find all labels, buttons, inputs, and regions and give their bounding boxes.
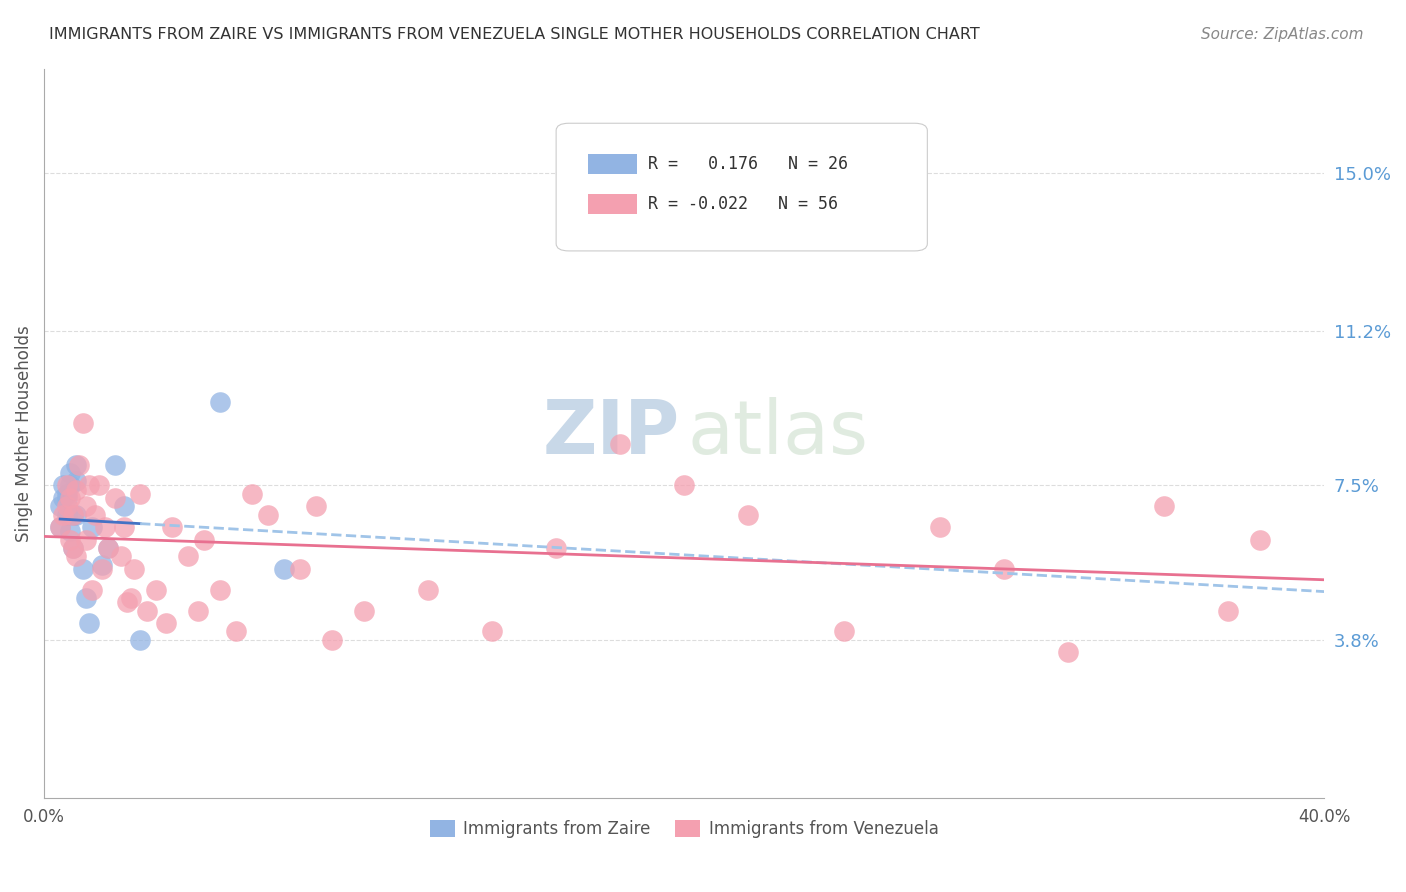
Point [52,491,75,505]
Point [155,615,177,630]
Point [67,458,90,472]
Legend: Immigrants from Zaire, Immigrants from Venezuela: Immigrants from Zaire, Immigrants from V… [423,813,945,845]
Point [103,491,125,505]
Point [993,562,1015,576]
Point [112,500,135,514]
Point [737,508,759,522]
Point [209,582,232,597]
Point [59,478,82,492]
Point [135,603,157,617]
Point [1249,533,1271,547]
Point [49,500,72,514]
Point [82,582,104,597]
Point [52,478,75,492]
Point [49,520,72,534]
Point [59,524,82,539]
Point [481,624,503,639]
Point [103,458,125,472]
Point [55,478,77,492]
Point [288,562,311,576]
Point [97,541,120,555]
Point [240,487,263,501]
Point [97,541,120,555]
Point [62,508,84,522]
Point [832,624,855,639]
Point [1057,645,1080,659]
Point [90,558,112,572]
Point [55,487,77,501]
Point [321,632,343,647]
Point [609,436,631,450]
Point [55,500,77,514]
Point [65,475,87,489]
Text: Source: ZipAtlas.com: Source: ZipAtlas.com [1201,27,1364,42]
Text: R = -0.022   N = 56: R = -0.022 N = 56 [648,195,838,213]
Point [177,549,200,564]
Bar [588,194,637,214]
Point [62,541,84,555]
Point [82,520,104,534]
Point [62,508,84,522]
Point [353,603,375,617]
Point [62,541,84,555]
FancyBboxPatch shape [557,123,928,251]
Point [160,520,183,534]
Point [65,458,87,472]
Point [305,500,328,514]
Y-axis label: Single Mother Households: Single Mother Households [15,325,32,541]
Point [65,483,87,497]
Point [145,582,167,597]
Point [546,541,568,555]
Text: IMMIGRANTS FROM ZAIRE VS IMMIGRANTS FROM VENEZUELA SINGLE MOTHER HOUSEHOLDS CORR: IMMIGRANTS FROM ZAIRE VS IMMIGRANTS FROM… [49,27,980,42]
Text: R =   0.176   N = 26: R = 0.176 N = 26 [648,155,848,173]
Point [75,500,97,514]
Point [84,508,107,522]
Point [77,478,100,492]
Point [129,632,152,647]
Point [112,520,135,534]
Point [110,549,132,564]
Point [55,491,77,505]
Point [59,466,82,480]
Point [52,508,75,522]
Point [75,591,97,605]
Point [122,562,145,576]
Point [87,478,110,492]
Point [59,533,82,547]
Point [187,603,209,617]
Point [416,582,439,597]
Point [72,562,94,576]
Point [257,508,280,522]
Point [673,478,696,492]
Point [120,591,142,605]
Point [117,595,139,609]
Point [75,533,97,547]
Point [59,491,82,505]
Point [193,533,215,547]
Point [49,520,72,534]
Point [209,395,232,409]
Point [77,615,100,630]
Point [273,562,295,576]
Point [65,508,87,522]
Point [929,520,952,534]
Point [94,520,117,534]
Point [225,624,247,639]
Point [129,487,152,501]
Point [72,416,94,430]
Bar [588,154,637,174]
Point [90,562,112,576]
Text: ZIP: ZIP [543,397,681,470]
Point [65,549,87,564]
Point [55,508,77,522]
Point [1153,500,1175,514]
Point [1218,603,1240,617]
Text: atlas: atlas [688,397,869,470]
